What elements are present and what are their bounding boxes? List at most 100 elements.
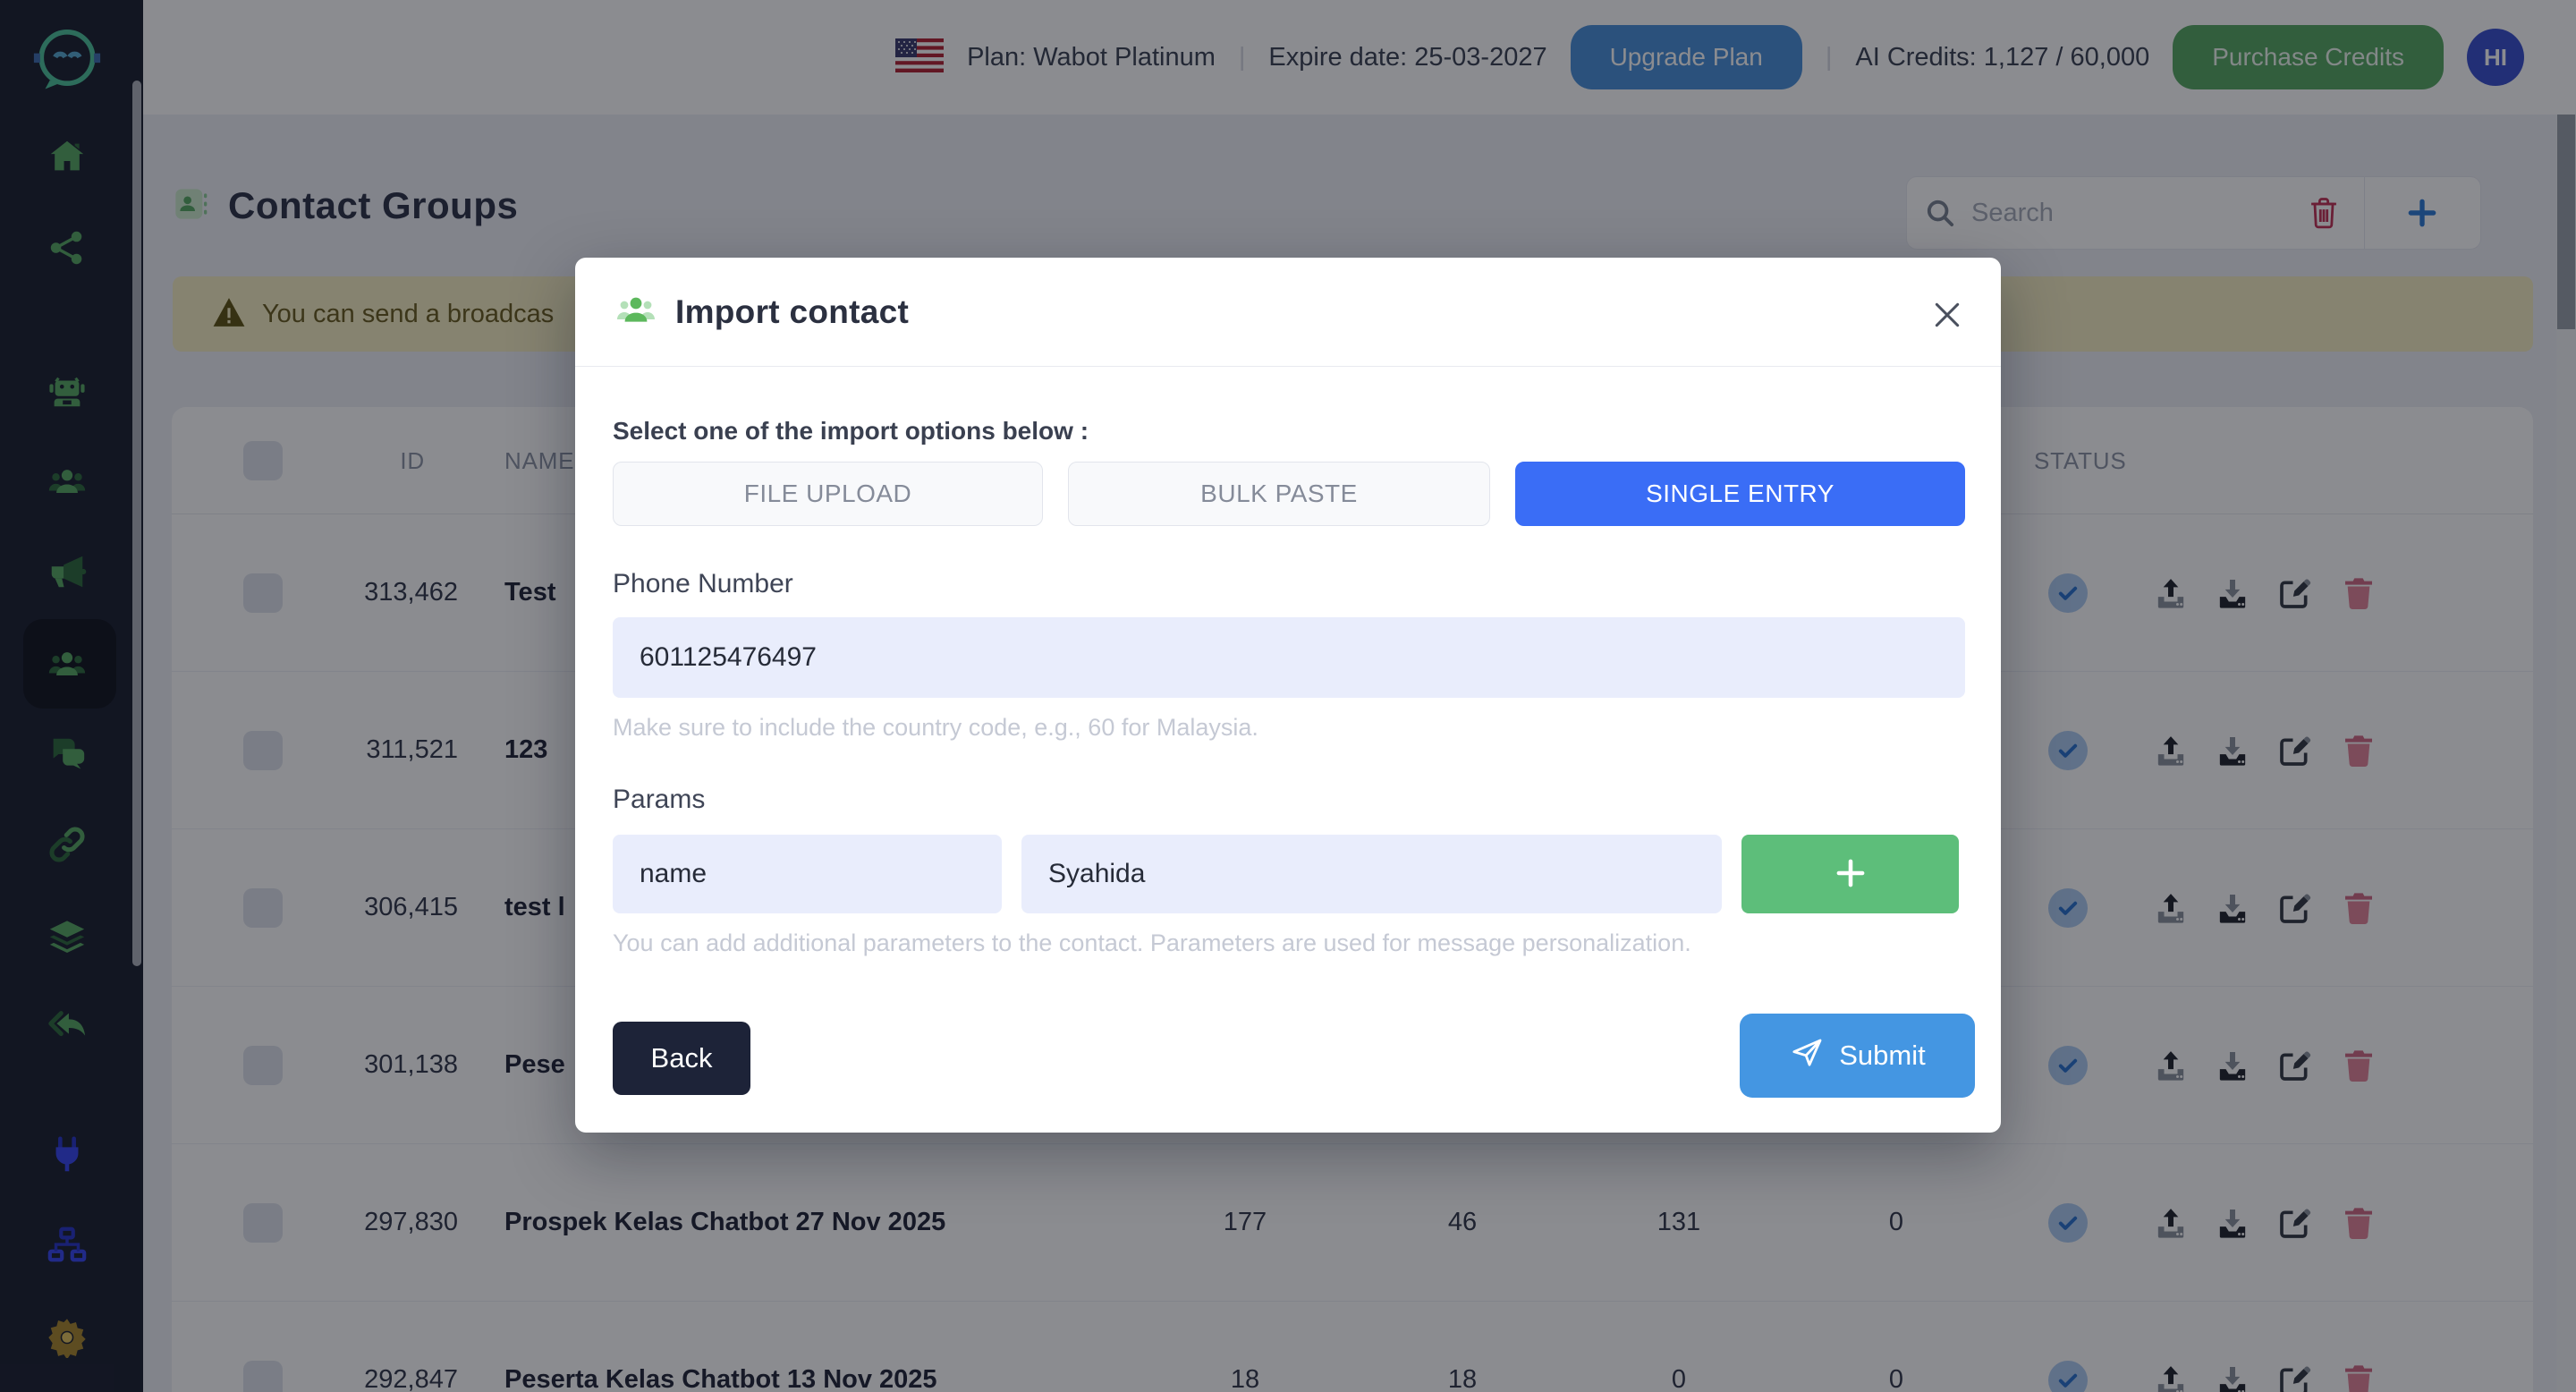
purchase-credits-button[interactable]: Purchase Credits	[2173, 25, 2444, 89]
table-row: 292,847 Peserta Kelas Chatbot 13 Nov 202…	[172, 1302, 2533, 1392]
cell-count-4: 0	[1888, 1208, 1904, 1236]
download-icon[interactable]	[2214, 1204, 2251, 1242]
sidebar-item-templates[interactable]	[0, 916, 134, 962]
status-check-icon[interactable]	[2048, 573, 2088, 613]
edit-icon[interactable]	[2276, 1362, 2314, 1392]
download-icon[interactable]	[2214, 1362, 2251, 1392]
cell-id: 306,415	[364, 893, 458, 921]
megaphone-icon	[47, 551, 88, 597]
page-scrollbar-thumb[interactable]	[2557, 115, 2575, 329]
import-contact-modal: Import contact Select one of the import …	[575, 258, 2001, 1133]
download-icon[interactable]	[2214, 889, 2251, 927]
row-checkbox[interactable]	[243, 1202, 283, 1243]
delete-icon[interactable]	[2340, 732, 2377, 769]
modal-footer: Back Submit	[613, 1014, 1975, 1098]
sidebar-item-links[interactable]	[0, 824, 134, 870]
upload-icon[interactable]	[2152, 574, 2190, 612]
sidebar-scrollbar[interactable]	[132, 81, 141, 966]
upload-icon[interactable]	[2152, 1362, 2190, 1392]
upload-icon[interactable]	[2152, 889, 2190, 927]
column-header-name[interactable]: NAME	[504, 446, 575, 474]
column-header-id[interactable]: ID	[400, 446, 425, 474]
sidebar-item-chats[interactable]	[0, 734, 134, 779]
row-checkbox[interactable]	[243, 730, 283, 770]
sidebar-item-share[interactable]	[0, 227, 134, 273]
sitemap-icon	[47, 1225, 88, 1270]
edit-icon[interactable]	[2276, 1047, 2314, 1084]
row-checkbox[interactable]	[243, 1045, 283, 1085]
status-check-icon[interactable]	[2048, 730, 2088, 770]
select-all-checkbox[interactable]	[243, 440, 283, 480]
search-input[interactable]	[1957, 198, 2309, 228]
warning-triangle-icon	[212, 296, 246, 333]
sidebar-item-broadcast[interactable]	[0, 551, 134, 597]
cell-id: 313,462	[364, 578, 458, 607]
file-upload-option-button[interactable]: FILE UPLOAD	[613, 462, 1043, 526]
app-logo[interactable]	[0, 23, 134, 103]
page-title: Contact Groups	[228, 184, 519, 226]
upgrade-plan-button[interactable]: Upgrade Plan	[1570, 25, 1802, 89]
delete-icon[interactable]	[2340, 1204, 2377, 1242]
cell-name: 123	[504, 735, 548, 764]
download-icon[interactable]	[2214, 1047, 2251, 1084]
back-button[interactable]: Back	[613, 1022, 750, 1095]
sidebar-item-settings[interactable]	[0, 1317, 134, 1362]
column-header-status[interactable]: STATUS	[2034, 446, 2127, 474]
status-check-icon[interactable]	[2048, 1360, 2088, 1392]
bulk-paste-option-button[interactable]: BULK PASTE	[1068, 462, 1490, 526]
banner-text-left: You can send a broadcas	[262, 299, 555, 328]
sidebar-item-contact-groups[interactable]	[0, 643, 134, 689]
home-icon	[47, 136, 88, 182]
language-flag-icon[interactable]	[895, 38, 945, 77]
status-check-icon[interactable]	[2048, 887, 2088, 928]
import-options-label: Select one of the import options below :	[613, 417, 1089, 445]
param-key-input[interactable]	[613, 835, 1002, 913]
upload-icon[interactable]	[2152, 1204, 2190, 1242]
submit-button-label: Submit	[1839, 1040, 1926, 1071]
delete-icon[interactable]	[2340, 1362, 2377, 1392]
row-checkbox[interactable]	[243, 573, 283, 613]
sidebar-item-flows[interactable]	[0, 1225, 134, 1270]
params-label: Params	[613, 785, 706, 814]
status-check-icon[interactable]	[2048, 1045, 2088, 1085]
download-icon[interactable]	[2214, 732, 2251, 769]
user-group-icon	[614, 288, 657, 335]
sidebar-item-home[interactable]	[0, 136, 134, 182]
user-avatar[interactable]: HI	[2467, 29, 2524, 86]
sidebar-item-chatbot[interactable]	[0, 370, 134, 416]
edit-icon[interactable]	[2276, 889, 2314, 927]
upload-icon[interactable]	[2152, 732, 2190, 769]
sidebar-item-contacts[interactable]	[0, 461, 134, 506]
single-entry-option-button[interactable]: SINGLE ENTRY	[1515, 462, 1965, 526]
delete-icon[interactable]	[2340, 1047, 2377, 1084]
phone-number-input[interactable]	[613, 617, 1965, 698]
chat-bubbles-icon	[47, 734, 88, 779]
gear-icon	[47, 1317, 88, 1362]
share-nodes-icon	[47, 227, 88, 273]
download-icon[interactable]	[2214, 574, 2251, 612]
param-value-input[interactable]	[1021, 835, 1722, 913]
close-icon[interactable]	[1922, 290, 1972, 340]
submit-button[interactable]: Submit	[1740, 1014, 1975, 1098]
cell-count-2: 46	[1447, 1208, 1478, 1236]
sidebar	[0, 0, 143, 1392]
delete-icon[interactable]	[2340, 889, 2377, 927]
edit-icon[interactable]	[2276, 1204, 2314, 1242]
sidebar-item-integrations[interactable]	[0, 1134, 134, 1180]
edit-icon[interactable]	[2276, 574, 2314, 612]
layers-icon	[47, 916, 88, 962]
delete-icon[interactable]	[2340, 574, 2377, 612]
page-scrollbar-track[interactable]	[2556, 115, 2576, 1392]
clear-search-trash-button[interactable]	[2309, 196, 2364, 230]
upload-icon[interactable]	[2152, 1047, 2190, 1084]
link-icon	[47, 824, 88, 870]
add-param-button[interactable]	[1741, 835, 1959, 913]
edit-icon[interactable]	[2276, 732, 2314, 769]
row-checkbox[interactable]	[243, 1360, 283, 1392]
add-contact-group-button[interactable]	[2365, 196, 2480, 230]
cell-count-1: 18	[1230, 1365, 1260, 1392]
row-checkbox[interactable]	[243, 887, 283, 928]
status-check-icon[interactable]	[2048, 1202, 2088, 1243]
sidebar-item-auto-reply[interactable]	[0, 1006, 134, 1052]
